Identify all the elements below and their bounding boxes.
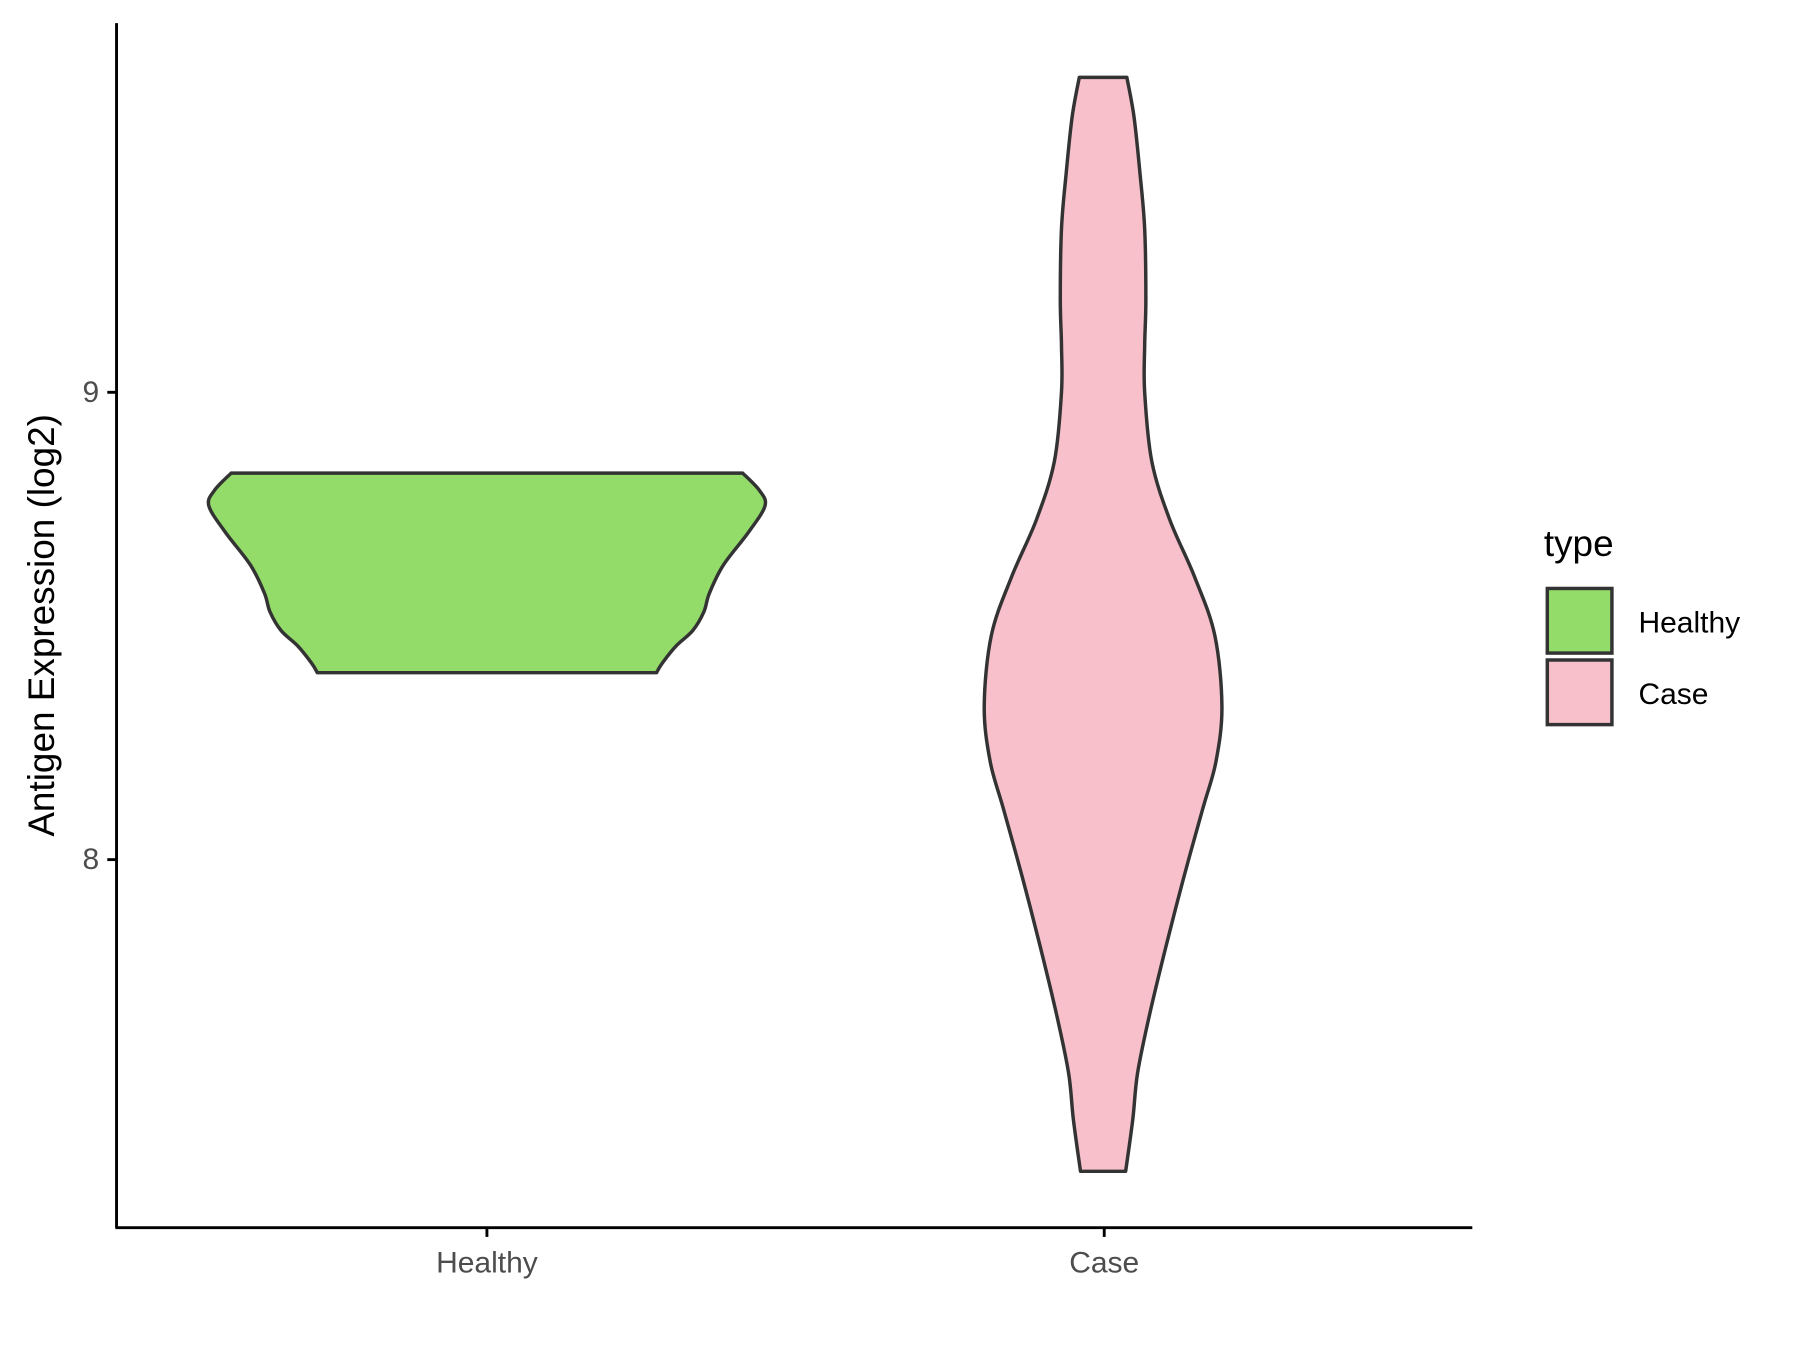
violin-healthy — [206, 471, 768, 675]
legend-key-healthy — [1545, 586, 1614, 655]
y-tick-label-8: 8 — [83, 843, 100, 876]
y-tick-label-9: 9 — [83, 376, 100, 409]
violin-case — [982, 75, 1224, 1174]
x-tick-label-case: Case — [1069, 1247, 1139, 1280]
legend-label-healthy: Healthy — [1638, 606, 1740, 639]
legend-label-case: Case — [1638, 678, 1708, 711]
y-axis-title: Antigen Expression (log2) — [21, 414, 62, 837]
x-ticks: Healthy Case — [436, 1227, 1139, 1280]
legend-key-case — [1545, 658, 1614, 727]
x-tick-label-healthy: Healthy — [436, 1247, 538, 1280]
legend: type Healthy Case — [1544, 523, 1740, 727]
y-ticks: 9 8 — [83, 376, 117, 876]
legend-title: type — [1544, 523, 1614, 564]
violins — [206, 75, 1224, 1174]
